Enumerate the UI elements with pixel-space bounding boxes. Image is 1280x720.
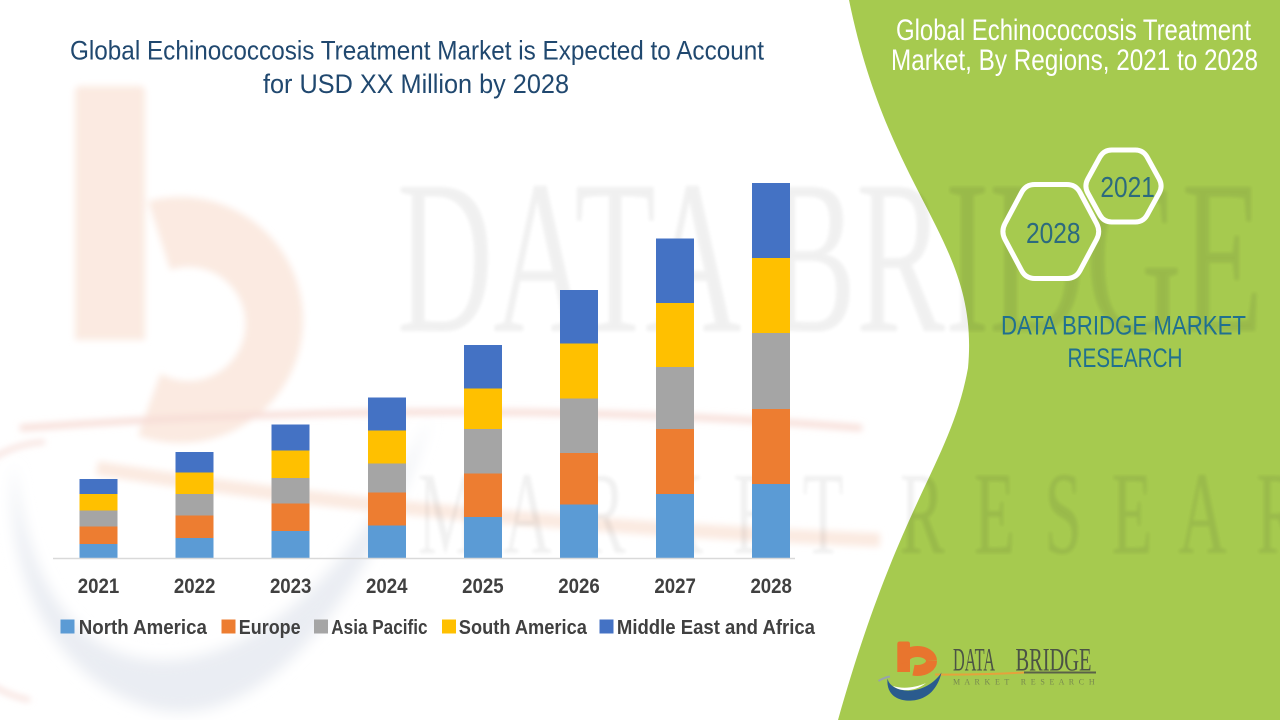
svg-text:2021: 2021 xyxy=(1100,172,1155,204)
svg-text:Asia Pacific: Asia Pacific xyxy=(331,616,427,639)
svg-text:Market, By Regions, 2021 to 20: Market, By Regions, 2021 to 2028 xyxy=(891,44,1258,77)
svg-text:2027: 2027 xyxy=(654,574,696,598)
svg-text:2024: 2024 xyxy=(366,574,408,598)
svg-text:M A R K E T R E S E A R C H: M A R K E T R E S E A R C H xyxy=(953,677,1095,686)
svg-text:Middle East and Africa: Middle East and Africa xyxy=(617,616,816,639)
svg-text:DATA BRIDGE MARKET: DATA BRIDGE MARKET xyxy=(1001,311,1246,341)
svg-text:2023: 2023 xyxy=(270,574,312,598)
svg-text:Europe: Europe xyxy=(239,616,301,639)
svg-text:North America: North America xyxy=(79,616,208,639)
svg-text:Global Echinococcosis Treatmen: Global Echinococcosis Treatment Market i… xyxy=(70,36,765,66)
svg-text:2028: 2028 xyxy=(750,574,792,598)
svg-text:2025: 2025 xyxy=(462,574,504,598)
svg-text:2021: 2021 xyxy=(78,574,120,598)
svg-text:Global Echinococcosis Treatmen: Global Echinococcosis Treatment xyxy=(896,14,1252,47)
svg-text:for USD XX Million by 2028: for USD XX Million by 2028 xyxy=(263,69,569,99)
svg-text:RESEARCH: RESEARCH xyxy=(1068,343,1183,373)
svg-text:2026: 2026 xyxy=(558,574,600,598)
svg-text:South America: South America xyxy=(459,616,588,639)
svg-text:2022: 2022 xyxy=(174,574,216,598)
svg-text:2028: 2028 xyxy=(1026,218,1081,250)
